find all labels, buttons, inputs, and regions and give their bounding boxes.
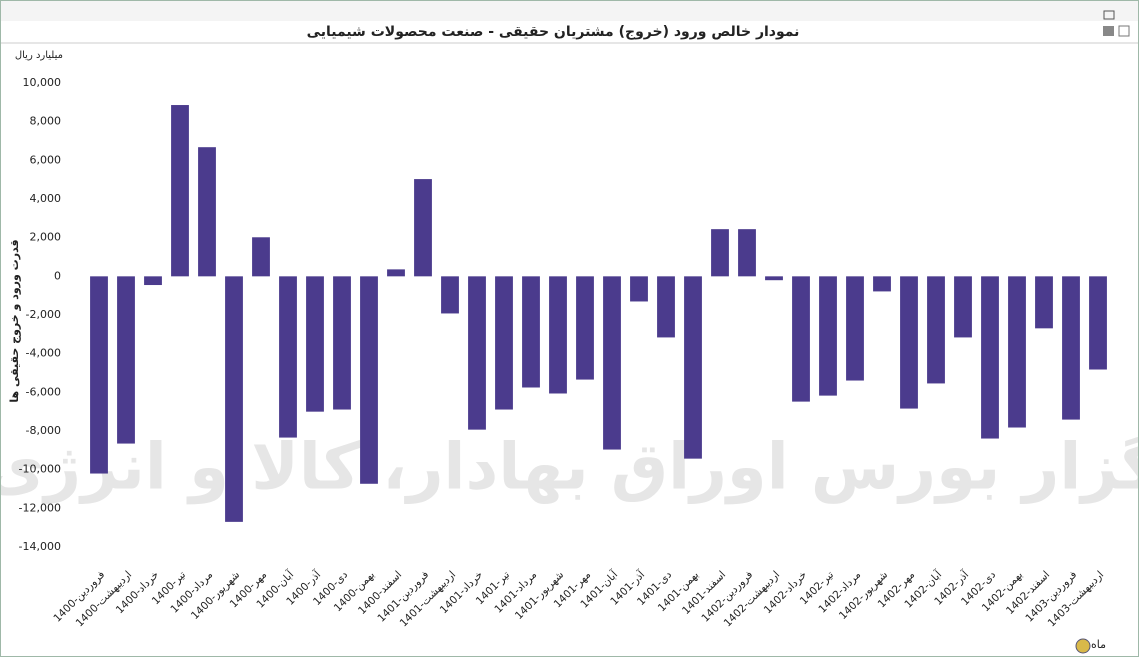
y-tick-label: 8,000 <box>30 115 62 128</box>
y-tick-label: -8,000 <box>26 424 61 437</box>
bar <box>954 276 972 338</box>
bar <box>198 147 216 277</box>
bar <box>900 276 918 409</box>
bar <box>684 276 702 459</box>
x-axis-title: ماه <box>1091 638 1106 651</box>
chart-title: نمودار خالص ورود (خروج) مشتریان حقیقی - … <box>307 24 800 40</box>
bar <box>90 276 108 474</box>
bar <box>1089 276 1107 370</box>
export-icon[interactable] <box>1118 25 1130 37</box>
y-tick-label: -6,000 <box>26 385 61 398</box>
y-tick-label: 2,000 <box>30 231 62 244</box>
bar <box>792 276 810 402</box>
bar <box>1008 276 1026 428</box>
bar <box>873 276 891 292</box>
window-header <box>1 1 1138 21</box>
refresh-icon[interactable] <box>1075 638 1091 654</box>
y-tick-label: -2,000 <box>26 308 61 321</box>
bar <box>117 276 135 444</box>
bar <box>630 276 648 302</box>
bar <box>846 276 864 381</box>
bar <box>360 276 378 484</box>
y-tick-label: 4,000 <box>30 192 62 205</box>
bar <box>1062 276 1080 420</box>
watermark: کارگزار بورس اوراق بهادار، کالا و انرژی <box>1 430 1138 505</box>
bar <box>441 276 459 314</box>
bar <box>927 276 945 384</box>
bar <box>738 229 756 277</box>
bar <box>279 276 297 438</box>
bar <box>387 269 405 277</box>
bar <box>603 276 621 450</box>
y-tick-label: -14,000 <box>19 540 61 553</box>
y-tick-label: -12,000 <box>19 501 61 514</box>
bar <box>549 276 567 394</box>
y-tick-label: 0 <box>54 269 61 282</box>
y-tick-label: 6,000 <box>30 153 62 166</box>
bar <box>981 276 999 439</box>
bar <box>495 276 513 410</box>
bar <box>225 276 243 522</box>
maximize-icon[interactable] <box>1103 10 1115 20</box>
bar <box>144 276 162 286</box>
bar <box>711 229 729 277</box>
bar <box>171 105 189 277</box>
bar <box>657 276 675 338</box>
print-icon[interactable] <box>1103 26 1114 36</box>
bar <box>252 237 270 277</box>
bar <box>819 276 837 396</box>
y-tick-label: 10,000 <box>23 76 62 89</box>
y-tick-label: -10,000 <box>19 463 61 476</box>
y-axis-title: قدرت ورود و خروج حقیقی ها <box>8 239 22 402</box>
bar <box>576 276 594 380</box>
bar <box>414 179 432 277</box>
bar <box>1035 276 1053 329</box>
bar <box>765 276 783 281</box>
bar <box>306 276 324 412</box>
bar <box>522 276 540 388</box>
y-tick-label: -4,000 <box>26 347 61 360</box>
bar <box>333 276 351 410</box>
bar <box>468 276 486 430</box>
unit-label: میلیارد ریال <box>15 50 63 61</box>
